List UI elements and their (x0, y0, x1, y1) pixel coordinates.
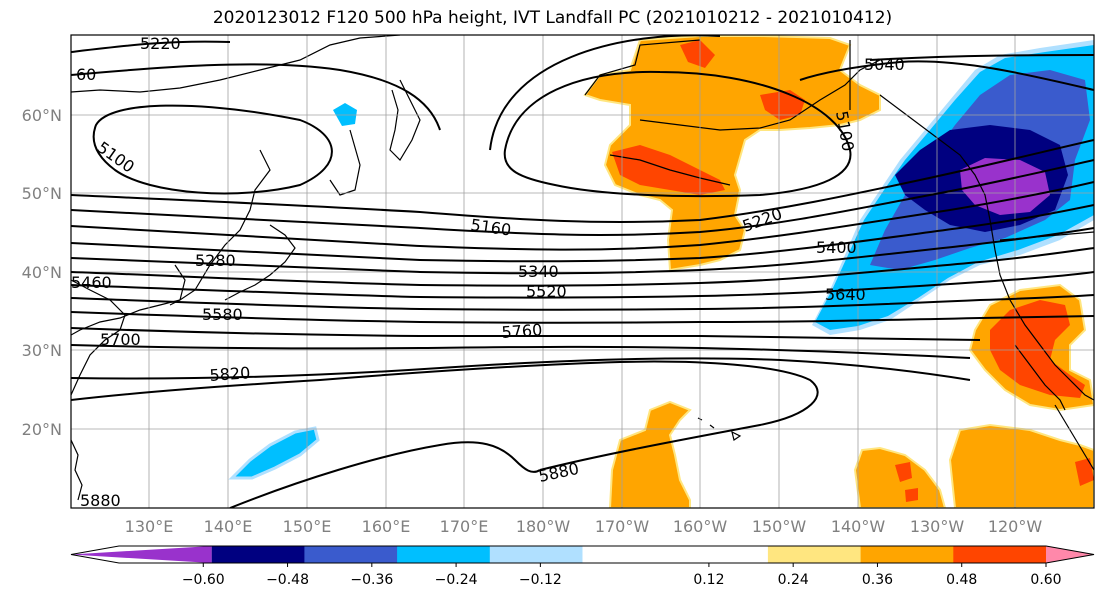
contour-z4 (71, 204, 1094, 263)
lon-tick-label: 160°W (673, 517, 728, 536)
contour-z10 (71, 327, 981, 341)
contour-label: 5040 (864, 55, 905, 74)
colorbar-outline (70, 545, 1095, 564)
colorbar-segment (211, 546, 305, 563)
contour-label: 5700 (100, 330, 141, 349)
contour-label: 5580 (202, 305, 243, 324)
colorbar-tick-label: 0.36 (862, 572, 893, 588)
ivt-negative-okhotsk (333, 103, 357, 126)
contour-label: 5880 (80, 491, 121, 510)
colorbar-tick-label: −0.12 (519, 572, 562, 588)
ivt-positive-shading (583, 35, 1094, 508)
colorbar-tick-label: −0.36 (350, 572, 393, 588)
colorbar-segment (304, 546, 398, 563)
colorbar-segment (489, 546, 583, 563)
contour-z2 (71, 159, 1094, 236)
contour-label: 5760 (501, 320, 543, 342)
contour-z11 (71, 344, 971, 359)
colorbar-tick-label: 0.12 (693, 572, 724, 588)
lat-axis: 60°N 50°N 40°N 30°N 20°N (22, 106, 62, 439)
lon-tick-label: 130°W (910, 517, 965, 536)
contour-label: 5640 (825, 285, 866, 304)
contour-5160-arc (71, 63, 441, 131)
ivt-positive-mexico-core (895, 458, 1094, 502)
lon-tick-label: 170°W (595, 517, 650, 536)
colorbar-tick-label: 0.48 (946, 572, 977, 588)
contour-5820 (71, 357, 971, 381)
ivt-positive-gulf-core (760, 90, 805, 120)
lon-tick-label: 180°W (516, 517, 571, 536)
lat-tick-label: 30°N (22, 341, 62, 360)
colorbar-tick-label: −0.48 (266, 572, 309, 588)
colorbar-segment (675, 546, 769, 563)
ivt-negative-pacific-west (228, 426, 320, 480)
contour-label: 5520 (526, 282, 567, 301)
contour-z7 (71, 271, 1094, 299)
kamchatka-coastline (389, 79, 421, 161)
lon-tick-label: 140°W (831, 517, 886, 536)
colorbar-segment (767, 546, 862, 563)
colorbar: −0.60 −0.48 −0.36 −0.24 −0.12 0.12 0.24 0.36 0.4… (70, 545, 1095, 588)
lat-tick-label: 40°N (22, 263, 62, 282)
lon-tick-label: 130°E (125, 517, 174, 536)
plot-title: 2020123012 F120 500 hPa height, IVT Land… (212, 8, 893, 28)
contour-z3 (71, 181, 1094, 251)
lat-tick-label: 20°N (22, 420, 62, 439)
ivt-negative-shading (228, 40, 1094, 480)
ivt-positive-mexico-east-region (948, 423, 1094, 508)
philippines-coastline (71, 439, 83, 501)
contour-label: 5460 (71, 273, 112, 292)
lon-tick-label: 140°E (204, 517, 253, 536)
map-frame (70, 34, 1095, 509)
mexico-coastline (1054, 404, 1094, 471)
ivt-positive-alaska-north-core (680, 40, 715, 68)
lon-tick-label: 120°W (988, 517, 1043, 536)
colorbar-segment (397, 546, 491, 563)
contour-z5 (71, 227, 1094, 275)
contour-label: 5400 (816, 238, 857, 257)
contour-label: 5820 (209, 363, 251, 385)
contour-5220-north (71, 40, 231, 53)
contour-z8 (71, 294, 1094, 311)
height-contours (71, 35, 1094, 508)
lon-tick-label: 160°E (362, 517, 411, 536)
colorbar-tick-label: 0.60 (1030, 572, 1061, 588)
contour-label: 5340 (518, 262, 559, 281)
contour-5100-low-west (92, 104, 333, 195)
lon-tick-label: 150°W (752, 517, 807, 536)
colorbar-segment (953, 546, 1047, 563)
lon-tick-label: 170°E (440, 517, 489, 536)
contour-label: 5280 (195, 251, 236, 270)
map-layers: 5220 60 5100 5040 5100 5160 5220 5280 53… (71, 34, 1094, 510)
ivt-negative-level5 (960, 158, 1050, 215)
lon-axis: 130°E 140°E 150°E 160°E 170°E 180°W 170°… (125, 517, 1043, 536)
colorbar-extension-max (1046, 546, 1094, 563)
colorbar-segment (860, 546, 954, 563)
lat-tick-label: 50°N (22, 184, 62, 203)
ivt-positive-alaska-region (583, 35, 881, 272)
lat-tick-label: 60°N (22, 106, 62, 125)
baja-coastline (1014, 344, 1066, 411)
colorbar-tick-label: −0.60 (182, 572, 225, 588)
colorbar-tick-label: 0.24 (778, 572, 809, 588)
contour-5880-west (229, 441, 541, 508)
contour-label: 5220 (140, 34, 181, 53)
ivt-positive-california-core (990, 300, 1085, 398)
na-west-coastline (879, 94, 1094, 401)
contour-5100-low-east (503, 70, 852, 198)
contour-z6 (71, 247, 1094, 287)
alaska-coastline (584, 39, 881, 186)
colorbar-segment (582, 546, 676, 563)
ivt-positive-hawaii-region (608, 400, 692, 508)
contour-5040 (799, 60, 1094, 91)
colorbar-extension-min (71, 546, 212, 563)
contour-5880-east (71, 360, 819, 471)
contour-5220-ring (489, 35, 1094, 151)
contour-z9 (71, 311, 1094, 324)
colorbar-tick-label: −0.24 (435, 572, 478, 588)
contour-label: 60 (76, 65, 96, 84)
lon-tick-label: 150°E (283, 517, 332, 536)
contour-z1 (71, 139, 1094, 223)
